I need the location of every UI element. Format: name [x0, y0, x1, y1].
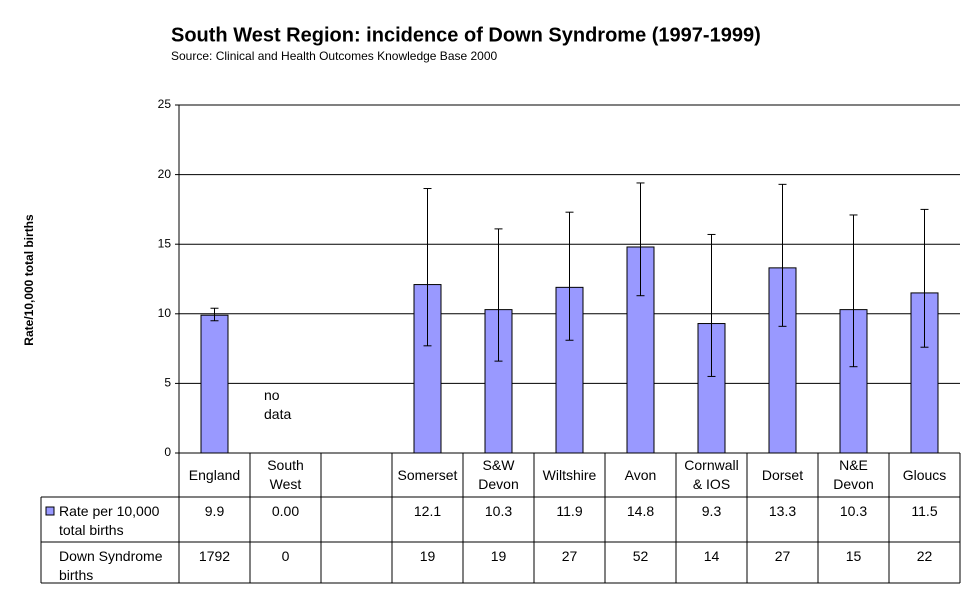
- x-tick-label: Dorset: [761, 466, 804, 483]
- error-bar: [849, 214, 858, 368]
- error-bar: [920, 208, 929, 348]
- x-tick-label: [321, 453, 392, 497]
- table-value: 10.3: [839, 503, 868, 519]
- error-bar: [565, 211, 574, 341]
- table-value: 22: [916, 548, 933, 564]
- row-label: Down Syndrome births: [59, 548, 163, 583]
- table-value: 1792: [198, 548, 231, 564]
- x-tick-label: Somerset: [397, 466, 458, 483]
- x-tick-label: N&E Devon: [833, 457, 874, 492]
- table-value: 0.00: [271, 503, 300, 519]
- y-tick-label: 10: [158, 306, 172, 320]
- error-bar: [778, 183, 787, 327]
- y-tick-label: 0: [164, 445, 171, 459]
- y-tick-label: 25: [158, 97, 172, 111]
- table-value: 52: [632, 548, 649, 564]
- table-value: 0: [281, 548, 290, 564]
- y-tick-label: 5: [164, 376, 171, 390]
- table-value: [321, 542, 392, 583]
- chart-title: South West Region: incidence of Down Syn…: [171, 24, 761, 46]
- chart-subtitle: Source: Clinical and Health Outcomes Kno…: [171, 49, 498, 63]
- annotation: no data: [264, 387, 292, 422]
- bar: [768, 267, 797, 454]
- x-tick-label: Avon: [624, 466, 657, 483]
- table-value: 15: [845, 548, 862, 564]
- x-tick-label: South West: [267, 457, 304, 492]
- table-value: 11.5: [911, 503, 938, 519]
- y-tick-label: 20: [158, 167, 172, 181]
- table-value: 19: [419, 548, 436, 564]
- table-value: 9.9: [204, 503, 225, 519]
- x-tick-label: Gloucs: [902, 466, 947, 483]
- x-tick-label: Wiltshire: [542, 466, 597, 483]
- x-tick-label: England: [188, 466, 241, 483]
- table-value: 14: [703, 548, 720, 564]
- table-value: 27: [561, 548, 578, 564]
- table-value: 14.8: [626, 503, 655, 519]
- table-value: 12.1: [413, 503, 442, 519]
- error-bar: [636, 182, 645, 297]
- table-value: 9.3: [701, 503, 722, 519]
- error-bar: [210, 307, 219, 322]
- legend-swatch: [45, 506, 55, 516]
- table-value: [321, 497, 392, 542]
- table-value: 13.3: [768, 503, 797, 519]
- y-axis-label: Rate/10,000 total births: [22, 214, 36, 346]
- error-bar: [423, 188, 432, 347]
- table-value: 11.9: [556, 503, 583, 519]
- table-value: 19: [490, 548, 507, 564]
- table-value: 10.3: [484, 503, 513, 519]
- error-bar: [707, 233, 716, 377]
- x-tick-label: Cornwall & IOS: [684, 457, 739, 492]
- x-tick-label: S&W Devon: [478, 457, 519, 492]
- error-bar: [494, 228, 503, 362]
- y-tick-label: 15: [158, 236, 172, 250]
- table-value: 27: [774, 548, 791, 564]
- legend-label: Rate per 10,000 total births: [59, 503, 160, 538]
- bar: [200, 314, 229, 454]
